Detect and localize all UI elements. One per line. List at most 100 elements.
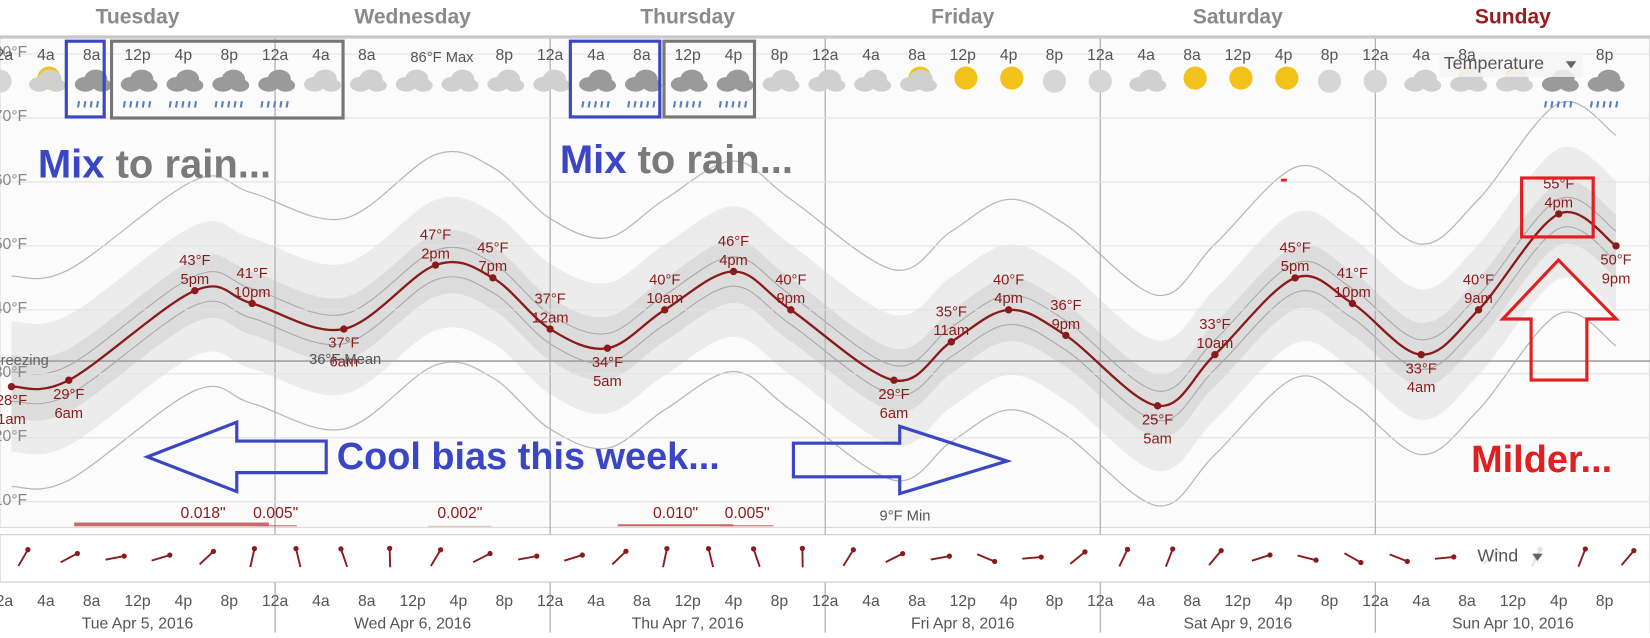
dropdown-caret[interactable]: [1565, 61, 1577, 69]
time-label: 5am: [1143, 431, 1172, 447]
wind-arrow-head: [534, 553, 540, 559]
wind-arrow: [249, 548, 256, 568]
time-label: 4pm: [1544, 195, 1573, 211]
control-bg[interactable]: [1439, 51, 1583, 77]
temperature-label: 25°F: [1142, 412, 1173, 428]
hour-label-top: 4p: [1000, 47, 1018, 64]
hour-label: 8p: [1321, 593, 1339, 610]
temperature-point: [340, 325, 348, 333]
rain-drop: [83, 101, 87, 108]
cloud-icon: [826, 79, 846, 92]
cloud-icon: [184, 79, 204, 92]
rain-drop: [652, 101, 656, 108]
wind-arrow: [1069, 551, 1086, 565]
range-line: [11, 311, 1617, 507]
cloud-icon: [688, 79, 708, 92]
rain-drop: [593, 101, 598, 108]
rain-drop: [122, 101, 126, 108]
cloud-icon: [780, 79, 800, 92]
time-label: 11am: [933, 323, 969, 339]
temperature-point: [1153, 402, 1162, 410]
time-label: 6am: [54, 406, 83, 422]
sun-icon: [1229, 66, 1253, 90]
hour-label-top: 4a: [1412, 47, 1430, 64]
rain-drop: [285, 101, 289, 108]
hour-label: 8a: [358, 593, 376, 610]
cloud-icon: [276, 79, 296, 92]
hour-label: 12p: [1225, 593, 1252, 610]
control-label[interactable]: Temperature: [1444, 53, 1544, 73]
wind-arrow-head: [1631, 548, 1637, 554]
hour-label: 12a: [262, 593, 289, 610]
time-label: 9pm: [1602, 271, 1631, 287]
hour-label: 12p: [675, 593, 702, 610]
wind-arrow: [430, 549, 442, 567]
rain-drop: [214, 101, 218, 108]
stat-label: 86°F Max: [410, 50, 474, 66]
wind-arrow: [295, 548, 302, 568]
wind-arrow-head: [750, 546, 757, 552]
hour-label-top: 4a: [587, 47, 605, 64]
wind-arrow-head: [579, 552, 585, 558]
wind-arrow: [563, 554, 583, 562]
temperature-label: 45°F: [477, 240, 508, 256]
cloud-icon: [1605, 79, 1625, 92]
hour-label: 4p: [175, 593, 193, 610]
wind-arrow: [885, 552, 904, 563]
hour-label: 12a: [537, 593, 564, 610]
time-label: 10pm: [1334, 285, 1371, 301]
time-label: 12am: [532, 310, 569, 326]
hour-label: 12p: [399, 593, 426, 610]
cloud-icon: [92, 79, 112, 92]
time-label: 1am: [0, 412, 26, 428]
wind-arrow-head: [850, 547, 856, 553]
rain-drop: [606, 101, 610, 108]
time-label: 5am: [593, 374, 622, 390]
annotation-word: to rain...: [638, 138, 793, 182]
hour-label-top: 12p: [124, 47, 151, 64]
sun-icon: [1000, 66, 1024, 90]
temperature-label: 43°F: [179, 253, 210, 269]
wind-arrow-head: [1218, 547, 1224, 554]
temperature-control[interactable]: Temperature: [1439, 51, 1583, 77]
time-label: 7pm: [479, 259, 508, 275]
temperature-point: [1211, 350, 1219, 359]
sun-icon: [1275, 66, 1299, 90]
annotation: Cool bias this week...: [337, 436, 720, 478]
precip-bar: [74, 522, 269, 527]
up-arrow: [1499, 257, 1621, 382]
temperature-line: [11, 210, 1617, 407]
wind-arrow-head: [1358, 559, 1364, 566]
wind-control[interactable]: Wind: [1473, 544, 1547, 570]
wind-arrow: [151, 554, 171, 562]
precip-bar: [617, 524, 734, 527]
hour-label-top: 12p: [1225, 47, 1252, 64]
stat-label: 36°F Mean: [309, 352, 381, 368]
hour-label: 4a: [587, 593, 605, 610]
wind-arrow-head: [1124, 546, 1131, 552]
wind-arrow-head: [992, 558, 998, 565]
cloud-icon: [413, 79, 433, 92]
rain-drop: [744, 101, 748, 108]
precip-bar: [254, 525, 297, 527]
hour-label-top: 12p: [950, 47, 977, 64]
rain-drop: [646, 101, 650, 108]
time-label: 9pm: [777, 291, 806, 307]
wind-arrow-head: [1582, 546, 1588, 552]
wind-arrow-head: [1170, 546, 1176, 552]
hour-label-top: 8a: [83, 47, 101, 64]
hour-label-top: 4p: [725, 47, 743, 64]
hour-label: 8a: [1458, 593, 1476, 610]
wind-arrow: [1620, 550, 1635, 566]
time-label: 10am: [646, 291, 683, 307]
dropdown-caret[interactable]: [1532, 553, 1543, 562]
temperature-label: 41°F: [237, 266, 268, 282]
cloud-icon: [642, 79, 662, 92]
highlight-box: [662, 39, 757, 119]
wind-arrow-head: [664, 545, 670, 552]
precip-label: 0.010": [653, 505, 698, 522]
hour-label-top: 8a: [1183, 47, 1201, 64]
wind-arrow: [388, 548, 392, 568]
control-label[interactable]: Wind: [1477, 546, 1518, 566]
